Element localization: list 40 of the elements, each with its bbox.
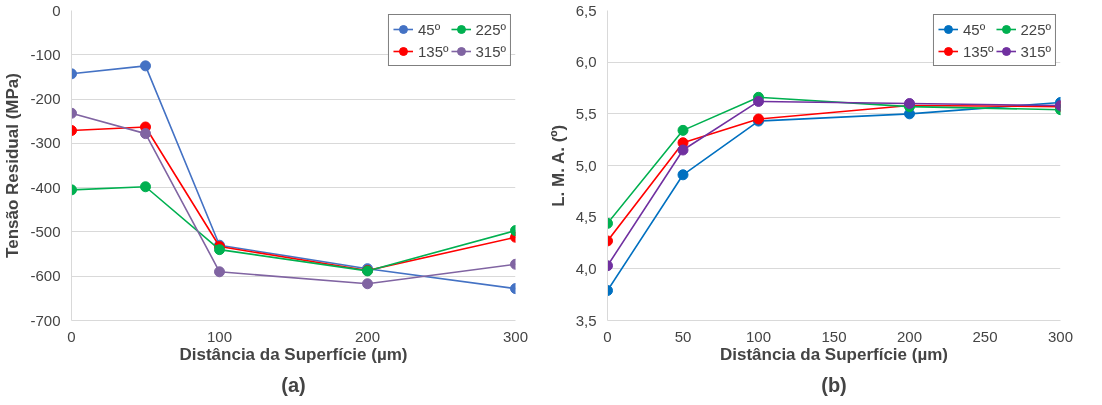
y-tick-label: -400 [30,178,61,196]
x-tick-label: 0 [603,327,612,345]
y-tick-label: 5,0 [575,156,597,174]
x-tick-label: 150 [821,327,847,345]
y-axis-title: Tensão Residual (MPa) [3,73,23,258]
x-tick-label: 300 [1047,327,1074,345]
legend-label: 45º [962,20,986,38]
legend-label: 135º [962,42,994,60]
x-tick-label: 50 [674,327,692,345]
x-tick-label: 250 [972,327,998,345]
x-tick-label: 100 [745,327,772,345]
y-tick-label: -500 [30,222,61,240]
x-tick-label: 200 [354,327,381,345]
y-axis-title: L. M. A. (º) [548,124,568,207]
legend-label: 315º [1020,42,1051,60]
x-axis-title: Distância da Superfície (µm) [179,344,408,364]
legend-label: 45º [417,20,441,38]
x-tick-label: 300 [502,327,529,345]
y-tick-label: -700 [30,311,61,329]
y-tick-label: 5,5 [575,104,597,122]
x-tick-label: 100 [206,327,233,345]
y-tick-label: 6,0 [575,53,597,71]
y-tick-label: 3,5 [575,311,597,329]
y-tick-label: -600 [30,267,61,285]
x-tick-label: 200 [896,327,923,345]
legend-label: 315º [475,42,506,60]
x-axis-title: Distância da Superfície (µm) [719,344,949,364]
legend-label: 225º [475,20,506,38]
legend-label: 135º [417,42,449,60]
y-tick-label: 4,0 [575,259,597,277]
y-tick-label: 6,5 [575,1,597,19]
y-tick-label: 4,5 [575,208,597,226]
y-tick-label: -300 [30,134,61,152]
text: (b) [821,373,847,396]
y-tick-label: -200 [30,90,61,108]
legend-label: 225º [1020,20,1051,38]
x-tick-label: 0 [67,327,76,345]
y-tick-label: 0 [52,1,61,19]
y-tick-label: -100 [30,45,61,63]
text: (a) [281,373,306,396]
